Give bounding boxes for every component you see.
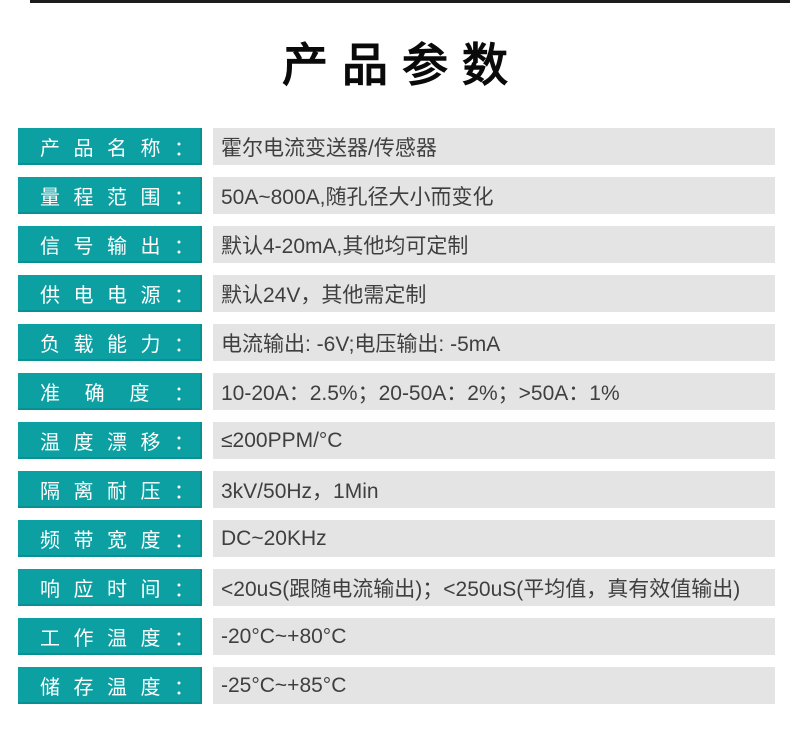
table-row: 供电电源： 默认24V，其他需定制 bbox=[18, 275, 775, 312]
row-value-isolation-voltage: 3kV/50Hz，1Min bbox=[213, 471, 775, 508]
row-value-temp-drift: ≤200PPM/°C bbox=[213, 422, 775, 459]
row-gap bbox=[202, 667, 213, 704]
table-row: 负载能力： 电流输出: -6V;电压输出: -5mA bbox=[18, 324, 775, 361]
row-label-accuracy: 准确度： bbox=[18, 373, 202, 410]
row-label-operating-temp: 工作温度： bbox=[18, 618, 202, 655]
row-value-bandwidth: DC~20KHz bbox=[213, 520, 775, 557]
row-label-storage-temp: 储存温度： bbox=[18, 667, 202, 704]
row-gap bbox=[202, 226, 213, 263]
row-gap bbox=[202, 471, 213, 508]
row-label-isolation-voltage: 隔离耐压： bbox=[18, 471, 202, 508]
table-row: 隔离耐压： 3kV/50Hz，1Min bbox=[18, 471, 775, 508]
row-label-measure-range: 量程范围： bbox=[18, 177, 202, 214]
row-value-measure-range: 50A~800A,随孔径大小而变化 bbox=[213, 177, 775, 214]
page-title: 产品参数 bbox=[282, 39, 522, 91]
row-value-signal-output: 默认4-20mA,其他均可定制 bbox=[213, 226, 775, 263]
table-row: 信号输出： 默认4-20mA,其他均可定制 bbox=[18, 226, 775, 263]
table-row: 储存温度： -25°C~+85°C bbox=[18, 667, 775, 704]
row-value-accuracy: 10-20A：2.5%；20-50A：2%；>50A：1% bbox=[213, 373, 775, 410]
row-gap bbox=[202, 520, 213, 557]
row-gap bbox=[202, 569, 213, 606]
row-value-load-capacity: 电流输出: -6V;电压输出: -5mA bbox=[213, 324, 775, 361]
row-label-power-supply: 供电电源： bbox=[18, 275, 202, 312]
table-row: 温度漂移： ≤200PPM/°C bbox=[18, 422, 775, 459]
row-gap bbox=[202, 618, 213, 655]
table-row: 响应时间： <20uS(跟随电流输出)；<250uS(平均值，真有效值输出) bbox=[18, 569, 775, 606]
table-row: 频带宽度： DC~20KHz bbox=[18, 520, 775, 557]
table-row: 量程范围： 50A~800A,随孔径大小而变化 bbox=[18, 177, 775, 214]
row-gap bbox=[202, 177, 213, 214]
row-label-temp-drift: 温度漂移： bbox=[18, 422, 202, 459]
table-row: 产品名称： 霍尔电流变送器/传感器 bbox=[18, 128, 775, 165]
row-label-bandwidth: 频带宽度： bbox=[18, 520, 202, 557]
row-value-power-supply: 默认24V，其他需定制 bbox=[213, 275, 775, 312]
row-label-response-time: 响应时间： bbox=[18, 569, 202, 606]
row-label-product-name: 产品名称： bbox=[18, 128, 202, 165]
spec-table: 产品名称： 霍尔电流变送器/传感器 量程范围： 50A~800A,随孔径大小而变… bbox=[18, 128, 775, 704]
row-gap bbox=[202, 128, 213, 165]
row-label-load-capacity: 负载能力： bbox=[18, 324, 202, 361]
row-value-storage-temp: -25°C~+85°C bbox=[213, 667, 775, 704]
row-value-product-name: 霍尔电流变送器/传感器 bbox=[213, 128, 775, 165]
row-gap bbox=[202, 275, 213, 312]
row-gap bbox=[202, 324, 213, 361]
top-divider-line bbox=[30, 0, 790, 3]
table-row: 准确度： 10-20A：2.5%；20-50A：2%；>50A：1% bbox=[18, 373, 775, 410]
row-gap bbox=[202, 422, 213, 459]
row-value-response-time: <20uS(跟随电流输出)；<250uS(平均值，真有效值输出) bbox=[213, 569, 775, 606]
row-value-operating-temp: -20°C~+80°C bbox=[213, 618, 775, 655]
row-label-signal-output: 信号输出： bbox=[18, 226, 202, 263]
table-row: 工作温度： -20°C~+80°C bbox=[18, 618, 775, 655]
row-gap bbox=[202, 373, 213, 410]
